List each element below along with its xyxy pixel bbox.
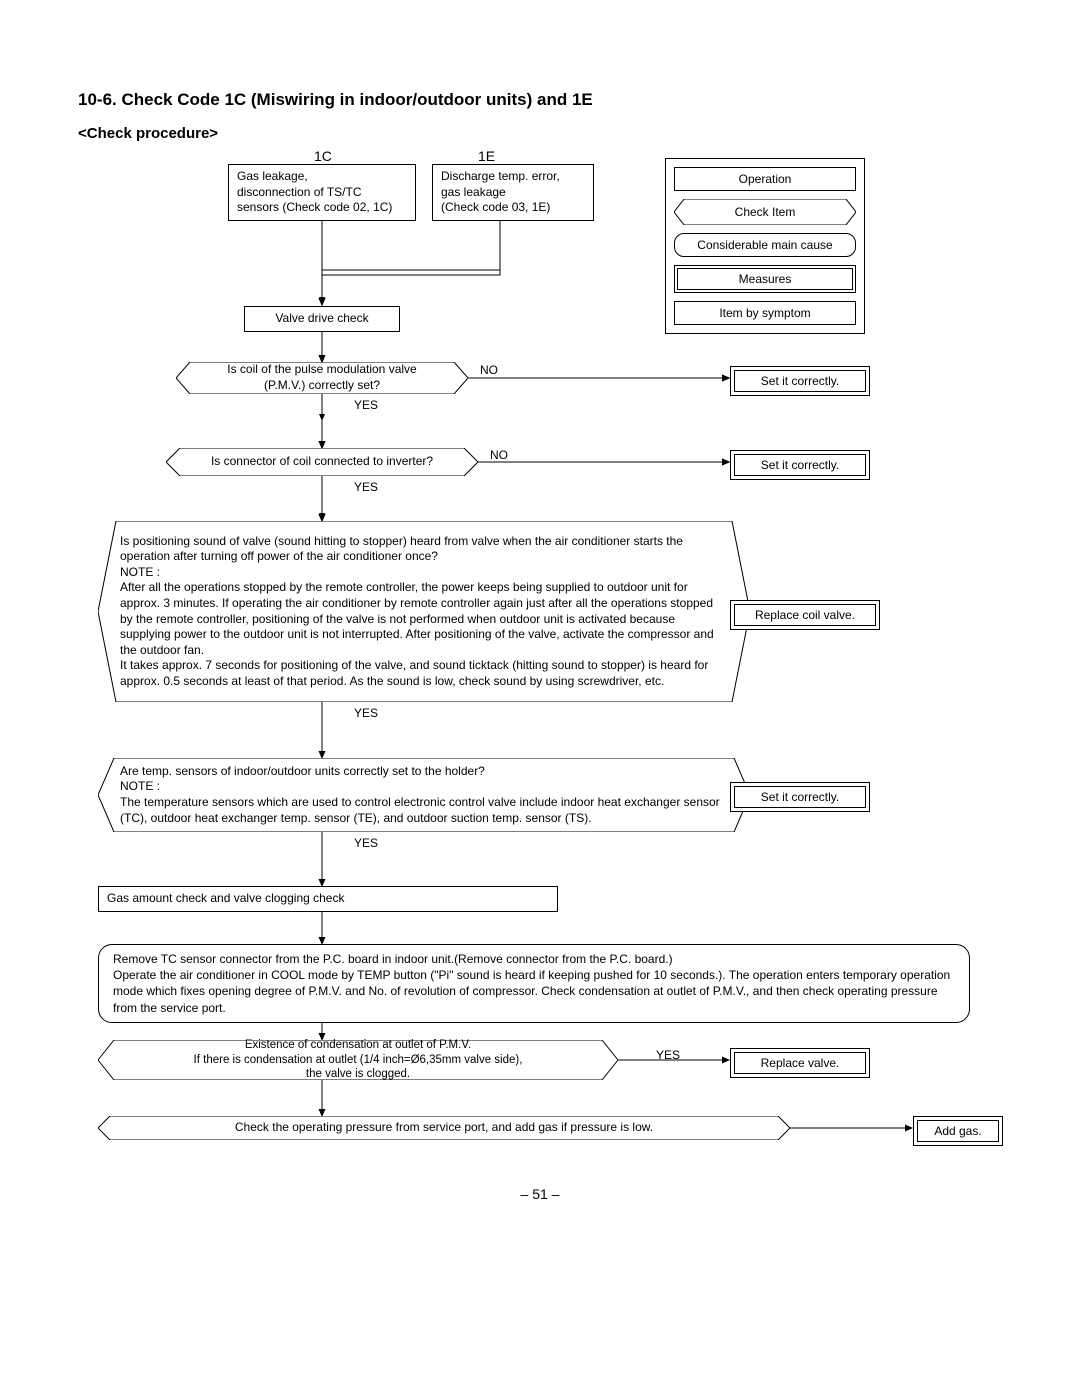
subtitle: <Check procedure> — [78, 125, 218, 142]
measure-replace-coil: Replace coil valve. — [730, 600, 880, 630]
valve-drive-check: Valve drive check — [244, 306, 400, 332]
q-pmv-coil: Is coil of the pulse modulation valve (P… — [176, 362, 468, 394]
q2-no: NO — [490, 448, 508, 462]
page-number: – 51 – — [0, 1186, 1080, 1202]
start-box-1e: Discharge temp. error, gas leakage (Chec… — [432, 164, 594, 221]
q-connector: Is connector of coil connected to invert… — [166, 448, 478, 476]
start-box-1c: Gas leakage, disconnection of TS/TC sens… — [228, 164, 416, 221]
code-1e: 1E — [478, 148, 495, 164]
q4-yes: YES — [354, 836, 378, 850]
page: 10-6. Check Code 1C (Miswiring in indoor… — [0, 0, 1080, 1397]
q2-yes: YES — [354, 480, 378, 494]
legend: Operation Check Item Considerable main c… — [665, 158, 865, 334]
q-pressure: Check the operating pressure from servic… — [98, 1116, 790, 1140]
gas-amount-check: Gas amount check and valve clogging chec… — [98, 886, 558, 912]
legend-cause: Considerable main cause — [674, 233, 856, 257]
q1-no: NO — [480, 363, 498, 377]
legend-operation: Operation — [674, 167, 856, 191]
q-temp-sensors: Are temp. sensors of indoor/outdoor unit… — [98, 758, 750, 832]
measure-replace-valve: Replace valve. — [730, 1048, 870, 1078]
measure-add-gas: Add gas. — [913, 1116, 1003, 1146]
measure-set-correctly-1: Set it correctly. — [730, 366, 870, 396]
measure-set-correctly-2: Set it correctly. — [730, 450, 870, 480]
q3-yes: YES — [354, 706, 378, 720]
code-1c: 1C — [314, 148, 332, 164]
legend-symptom: Item by symptom — [674, 301, 856, 325]
page-title: 10-6. Check Code 1C (Miswiring in indoor… — [78, 90, 593, 110]
q-cond-yes: YES — [656, 1048, 680, 1062]
legend-check-item: Check Item — [674, 199, 856, 225]
legend-measures: Measures — [674, 265, 856, 293]
q-condensation: Existence of condensation at outlet of P… — [98, 1040, 618, 1080]
q1-yes: YES — [354, 398, 378, 412]
remove-tc-instruction: Remove TC sensor connector from the P.C.… — [98, 944, 970, 1023]
q-positioning-sound: Is positioning sound of valve (sound hit… — [98, 521, 750, 702]
measure-set-correctly-3: Set it correctly. — [730, 782, 870, 812]
